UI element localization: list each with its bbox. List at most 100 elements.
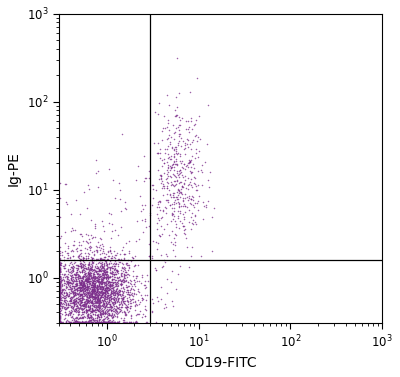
Point: [128, 319, 134, 325]
Point: [94, 286, 100, 292]
Point: [90, 272, 96, 278]
Point: [159, 185, 165, 191]
Point: [87, 276, 94, 282]
Point: [88, 275, 94, 281]
Point: [108, 319, 114, 325]
Point: [142, 313, 149, 319]
Point: [85, 302, 91, 308]
Point: [106, 220, 112, 226]
Point: [100, 290, 106, 296]
Point: [130, 287, 137, 293]
Point: [62, 262, 68, 268]
Point: [90, 319, 96, 325]
Point: [155, 150, 162, 156]
Point: [96, 274, 103, 280]
Point: [110, 307, 116, 313]
Point: [105, 280, 111, 286]
Point: [174, 170, 180, 176]
Point: [207, 169, 214, 175]
Point: [116, 300, 123, 307]
Point: [72, 295, 79, 301]
Point: [114, 290, 120, 296]
Point: [111, 289, 118, 295]
Point: [57, 276, 63, 282]
Point: [194, 200, 200, 206]
Point: [81, 296, 87, 302]
Point: [175, 124, 181, 130]
Point: [106, 210, 112, 216]
Point: [57, 316, 63, 322]
Point: [58, 307, 64, 313]
Point: [103, 319, 110, 325]
Point: [184, 159, 191, 166]
Point: [100, 279, 106, 285]
Point: [98, 290, 104, 296]
Point: [114, 313, 120, 319]
Point: [81, 319, 88, 325]
Point: [65, 276, 71, 282]
Point: [128, 254, 135, 261]
Point: [92, 305, 99, 311]
Point: [179, 165, 186, 171]
Point: [94, 292, 100, 298]
Point: [99, 271, 106, 277]
Point: [102, 275, 109, 281]
Point: [70, 294, 76, 300]
Point: [90, 316, 96, 322]
Point: [106, 278, 112, 284]
Point: [102, 291, 109, 297]
Point: [65, 243, 71, 249]
Point: [88, 297, 94, 303]
Point: [102, 267, 108, 273]
Point: [70, 315, 76, 321]
Point: [57, 267, 63, 273]
Point: [112, 292, 118, 298]
Point: [79, 264, 85, 270]
Point: [79, 282, 85, 288]
Point: [163, 197, 170, 203]
Point: [100, 307, 106, 313]
Point: [93, 309, 99, 315]
Point: [164, 185, 170, 192]
Point: [91, 275, 98, 281]
Point: [106, 286, 113, 292]
Point: [57, 293, 63, 299]
Point: [78, 299, 84, 305]
Point: [172, 113, 178, 119]
Point: [86, 289, 92, 295]
Point: [186, 159, 193, 165]
Point: [82, 264, 89, 270]
Point: [67, 228, 74, 234]
Point: [66, 286, 72, 292]
Point: [62, 299, 68, 305]
Point: [171, 234, 178, 241]
Point: [76, 278, 82, 284]
Point: [115, 289, 122, 295]
Point: [94, 318, 100, 324]
Point: [94, 319, 100, 325]
Point: [57, 305, 63, 311]
Point: [114, 310, 121, 316]
Point: [91, 278, 98, 284]
Point: [98, 292, 105, 298]
Point: [98, 266, 104, 272]
Point: [99, 311, 106, 317]
Point: [85, 255, 92, 261]
Point: [94, 265, 101, 271]
Point: [111, 274, 118, 280]
Point: [89, 317, 96, 323]
Point: [142, 278, 148, 284]
Point: [99, 302, 106, 308]
Point: [94, 289, 100, 295]
Point: [76, 231, 83, 237]
Point: [97, 310, 104, 316]
Point: [62, 291, 69, 297]
Point: [69, 317, 76, 323]
Point: [75, 274, 82, 280]
Point: [156, 232, 162, 238]
Point: [73, 314, 79, 320]
Point: [92, 307, 98, 313]
Point: [110, 265, 116, 271]
Point: [57, 318, 63, 324]
Point: [66, 291, 72, 297]
